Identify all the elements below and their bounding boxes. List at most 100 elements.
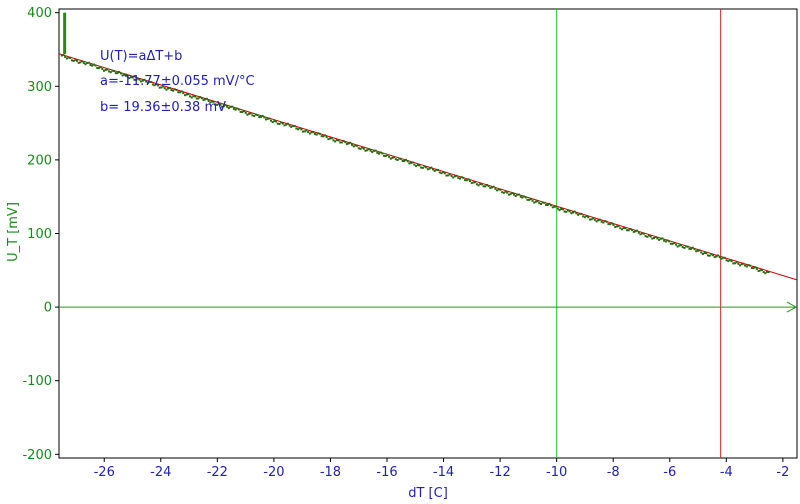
data-point	[398, 157, 401, 160]
data-point	[403, 159, 406, 162]
data-point	[418, 164, 421, 167]
data-point	[170, 89, 173, 92]
data-point	[475, 183, 478, 186]
data-point	[97, 66, 100, 69]
data-point	[423, 165, 426, 168]
data-point	[136, 77, 139, 80]
data-point	[460, 176, 463, 179]
data-point	[536, 200, 539, 203]
data-point	[192, 95, 195, 98]
data-point	[425, 166, 428, 169]
data-point	[386, 154, 389, 157]
y-tick-label: 200	[27, 153, 52, 168]
data-point	[713, 256, 716, 259]
data-point	[244, 111, 247, 114]
data-point	[602, 221, 605, 224]
data-point	[214, 103, 217, 106]
data-point	[448, 173, 451, 176]
data-point	[590, 218, 593, 221]
data-point	[404, 158, 407, 161]
data-point	[143, 78, 146, 81]
data-point	[271, 121, 274, 124]
data-point	[357, 147, 360, 150]
data-point	[489, 186, 492, 189]
data-point	[290, 125, 293, 128]
data-point	[599, 218, 602, 221]
data-point	[658, 238, 661, 241]
data-point	[106, 68, 109, 71]
y-tick-label: -100	[22, 374, 52, 389]
data-point	[318, 132, 321, 135]
data-point	[216, 103, 219, 106]
data-point	[676, 245, 679, 248]
data-point	[114, 72, 117, 75]
data-point	[494, 187, 497, 190]
data-point	[607, 223, 610, 226]
data-point	[376, 151, 379, 154]
data-point	[604, 220, 607, 223]
data-point	[131, 76, 134, 79]
data-point	[485, 183, 488, 186]
data-point	[637, 231, 640, 234]
data-point	[755, 267, 758, 270]
data-point	[698, 249, 701, 252]
data-point	[749, 264, 752, 267]
fit-annotation: U(T)=aΔT+b a=-11.77±0.055 mV/°C b= 19.36…	[100, 49, 255, 115]
data-point	[560, 208, 563, 211]
data-point	[273, 120, 276, 123]
data-point	[440, 172, 443, 175]
data-point	[254, 113, 257, 116]
data-point	[178, 91, 181, 94]
data-point	[278, 122, 281, 125]
data-point	[582, 215, 585, 218]
data-point	[491, 186, 494, 189]
y-tick-label: 300	[27, 80, 52, 95]
data-point	[742, 262, 745, 265]
data-point	[82, 61, 85, 64]
data-point	[710, 253, 713, 256]
data-point	[268, 117, 271, 120]
data-point	[553, 205, 556, 208]
x-tick-label: -4	[720, 465, 733, 480]
data-point	[733, 262, 736, 265]
y-tick-label: 400	[27, 6, 52, 21]
data-point	[317, 132, 320, 135]
data-point	[410, 161, 413, 164]
data-point	[496, 189, 499, 192]
data-point	[151, 83, 154, 86]
data-point	[541, 201, 544, 204]
data-point	[452, 176, 455, 179]
data-point	[683, 246, 686, 249]
data-point	[653, 237, 656, 240]
data-point	[300, 128, 303, 131]
data-point	[280, 121, 283, 124]
data-point	[565, 210, 568, 213]
data-point	[511, 192, 514, 195]
data-point	[241, 110, 244, 113]
data-point	[217, 102, 220, 105]
annotation-intercept: b= 19.36±0.38 mV	[100, 100, 226, 115]
data-point	[442, 171, 445, 174]
spike-layer	[63, 12, 67, 54]
data-point	[155, 83, 158, 86]
data-point	[337, 139, 340, 142]
data-point	[501, 191, 504, 194]
data-point	[597, 219, 600, 222]
data-point	[545, 203, 548, 206]
data-point	[113, 70, 116, 73]
data-point	[401, 160, 404, 163]
data-point	[124, 73, 127, 76]
data-point	[190, 96, 193, 99]
data-point	[634, 230, 637, 233]
data-point	[67, 56, 70, 59]
data-point	[431, 168, 434, 171]
data-point	[624, 227, 627, 230]
data-point	[474, 181, 477, 184]
data-point	[467, 178, 470, 181]
data-point	[649, 235, 652, 238]
data-point	[77, 61, 80, 64]
data-point	[332, 139, 335, 142]
data-point	[227, 107, 230, 110]
annotation-slope: a=-11.77±0.055 mV/°C	[100, 74, 255, 89]
data-point	[437, 168, 440, 171]
